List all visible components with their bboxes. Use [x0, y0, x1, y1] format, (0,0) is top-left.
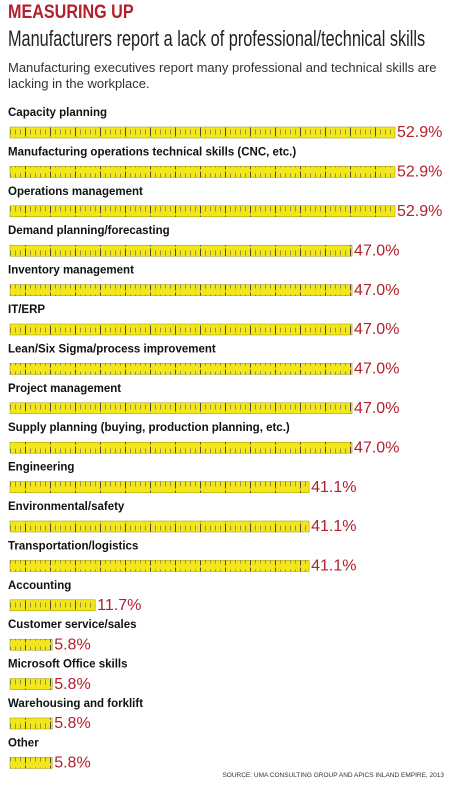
bar-ticks — [10, 560, 310, 572]
category-label: Lean/Six Sigma/process improvement — [8, 343, 216, 355]
value-label: 47.0% — [354, 242, 399, 259]
category-label: Engineering — [8, 462, 74, 474]
value-label: 41.1% — [311, 518, 356, 535]
bar-ticks — [10, 245, 353, 257]
category-label: Warehousing and forklift — [8, 698, 143, 710]
value-label: 47.0% — [354, 361, 399, 378]
value-label: 52.9% — [397, 164, 442, 181]
description: Manufacturing executives report many pro… — [8, 60, 437, 91]
bar-ticks — [10, 678, 53, 690]
category-label: Other — [8, 737, 39, 749]
value-label: 5.8% — [54, 676, 90, 693]
bar-ticks — [10, 521, 310, 532]
category-label: Transportation/logistics — [8, 540, 138, 552]
category-label: Demand planning/forecasting — [8, 225, 170, 237]
category-label: Manufacturing operations technical skill… — [8, 146, 296, 158]
bar-ticks — [10, 481, 310, 493]
category-label: Inventory management — [8, 265, 134, 277]
value-label: 5.8% — [54, 755, 90, 772]
value-label: 47.0% — [354, 321, 399, 338]
bar-ticks — [10, 205, 395, 217]
bar-ticks — [10, 402, 353, 414]
bar-ticks — [10, 166, 395, 178]
chart-title: MEASURING UP — [8, 2, 134, 23]
category-label: Customer service/sales — [8, 619, 137, 631]
category-label: Environmental/safety — [8, 501, 125, 513]
category-label: Capacity planning — [8, 107, 107, 119]
category-label: Supply planning (buying, production plan… — [8, 422, 290, 434]
bar-ticks — [10, 599, 96, 611]
chart-subtitle: Manufacturers report a lack of professio… — [8, 26, 426, 51]
value-label: 52.9% — [397, 203, 442, 220]
bar-ticks — [10, 718, 53, 729]
category-label: IT/ERP — [8, 304, 45, 316]
bar-ticks — [10, 363, 353, 375]
value-label: 47.0% — [354, 282, 399, 299]
value-label: 5.8% — [54, 636, 90, 653]
category-label: Project management — [8, 383, 121, 395]
bar-ticks — [10, 284, 353, 296]
category-label: Microsoft Office skills — [8, 659, 128, 671]
category-label: Operations management — [8, 186, 143, 198]
value-label: 47.0% — [354, 439, 399, 456]
source: SOURCE: UMA CONSULTING GROUP AND APICS I… — [222, 772, 444, 779]
bar-ticks — [10, 757, 53, 769]
bar-ticks — [10, 324, 353, 335]
value-label: 47.0% — [354, 400, 399, 417]
value-label: 52.9% — [397, 124, 442, 141]
value-label: 41.1% — [311, 558, 356, 575]
bar-ticks — [10, 127, 395, 138]
value-label: 11.7% — [97, 597, 141, 614]
bar-ticks — [10, 639, 53, 651]
bar-ticks — [10, 442, 353, 454]
value-label: 5.8% — [54, 715, 90, 732]
value-label: 41.1% — [311, 479, 356, 496]
category-label: Accounting — [8, 580, 71, 592]
